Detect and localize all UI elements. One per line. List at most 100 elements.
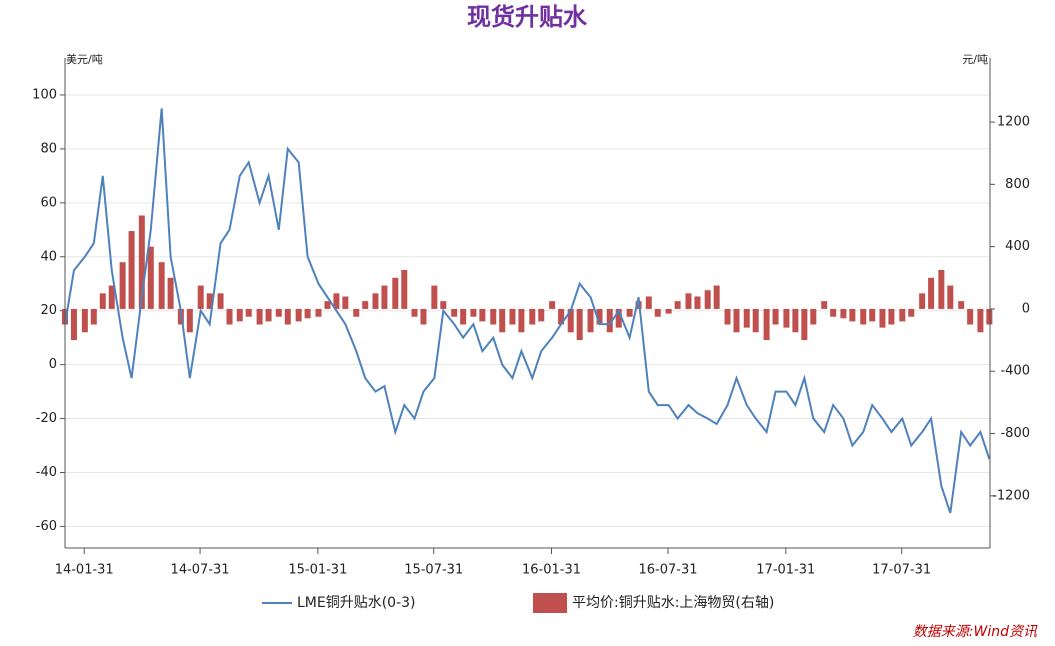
bar — [236, 308, 243, 322]
bar — [275, 308, 282, 317]
bar — [654, 308, 661, 317]
x-tick-label: 14-01-31 — [55, 563, 114, 578]
bar — [549, 301, 556, 309]
bar — [226, 308, 233, 325]
bar — [792, 308, 799, 333]
bar — [460, 308, 467, 325]
legend-label: 平均价:铜升贴水:上海物贸(右轴) — [572, 595, 774, 611]
y-tick-label: 40 — [40, 249, 57, 264]
bar — [90, 308, 97, 325]
bar — [674, 301, 681, 309]
bar — [342, 296, 349, 309]
y-tick-label: -60 — [36, 519, 57, 534]
bar — [206, 293, 213, 309]
line — [64, 108, 991, 514]
bar — [353, 308, 360, 317]
bar — [324, 301, 331, 309]
bar — [860, 308, 867, 325]
bar — [645, 296, 652, 309]
bar — [381, 285, 388, 309]
x-tick-label: 16-01-31 — [522, 563, 581, 578]
bar — [958, 301, 965, 309]
bar — [392, 277, 399, 309]
legend-swatch — [533, 593, 567, 613]
bar — [724, 308, 731, 325]
bar — [665, 308, 672, 314]
source-note: 数据来源:Wind资讯 — [913, 624, 1038, 640]
bar — [138, 215, 145, 309]
bar — [420, 308, 427, 325]
bar — [694, 296, 701, 309]
bar — [167, 277, 174, 309]
bar — [919, 293, 926, 309]
bar — [315, 308, 322, 317]
bar — [733, 308, 740, 333]
bar — [81, 308, 88, 333]
y2-tick-label: 800 — [1005, 177, 1030, 192]
y-tick-label: 0 — [49, 357, 57, 372]
y-tick-label: -20 — [36, 411, 57, 426]
chart-title: 现货升贴水 — [467, 3, 588, 31]
x-tick-label: 15-01-31 — [288, 563, 347, 578]
bar — [256, 308, 263, 325]
bar — [108, 285, 115, 309]
bar — [576, 308, 583, 341]
bar — [362, 301, 369, 309]
bar — [538, 308, 545, 322]
bar — [752, 308, 759, 333]
bar — [451, 308, 458, 317]
bar — [431, 285, 438, 309]
bar — [596, 308, 603, 325]
bar — [333, 293, 340, 309]
y-tick-label: -40 — [36, 465, 57, 480]
bar — [899, 308, 906, 322]
bar — [158, 262, 165, 309]
bar — [849, 308, 856, 322]
bar — [197, 285, 204, 309]
bar — [518, 308, 525, 333]
bar — [626, 308, 633, 317]
bar — [119, 262, 126, 309]
bar — [743, 308, 750, 328]
bar — [821, 301, 828, 309]
y-tick-label: 20 — [40, 303, 57, 318]
bar — [490, 308, 497, 325]
bar — [908, 308, 915, 317]
bar — [615, 308, 622, 328]
bar — [763, 308, 770, 341]
bar — [295, 308, 302, 322]
y2-tick-label: 0 — [1022, 301, 1030, 316]
bar — [147, 246, 154, 309]
bar — [830, 308, 837, 317]
bar — [928, 277, 935, 309]
bar — [128, 231, 135, 309]
bar — [840, 308, 847, 319]
bar — [411, 308, 418, 317]
y-tick-label: 100 — [32, 87, 57, 102]
bar — [470, 308, 477, 317]
bar — [977, 308, 984, 333]
bar — [558, 308, 565, 325]
bar — [509, 308, 516, 325]
bar — [587, 308, 594, 333]
bar — [938, 269, 945, 309]
y2-tick-label: -800 — [1000, 426, 1030, 441]
y-axis-unit: 美元/吨 — [66, 53, 103, 66]
bar — [967, 308, 974, 325]
bar — [713, 285, 720, 309]
y2-axis-unit: 元/吨 — [962, 53, 988, 66]
bar — [810, 308, 817, 325]
bar — [284, 308, 291, 325]
bar — [888, 308, 895, 325]
bar — [479, 308, 486, 322]
bar — [772, 308, 779, 325]
x-tick-label: 14-07-31 — [171, 563, 230, 578]
bar — [217, 293, 224, 309]
bar — [704, 290, 711, 309]
bar — [947, 285, 954, 309]
bar — [372, 293, 379, 309]
bar — [869, 308, 876, 322]
y-tick-label: 80 — [40, 141, 57, 156]
bar — [304, 308, 311, 319]
